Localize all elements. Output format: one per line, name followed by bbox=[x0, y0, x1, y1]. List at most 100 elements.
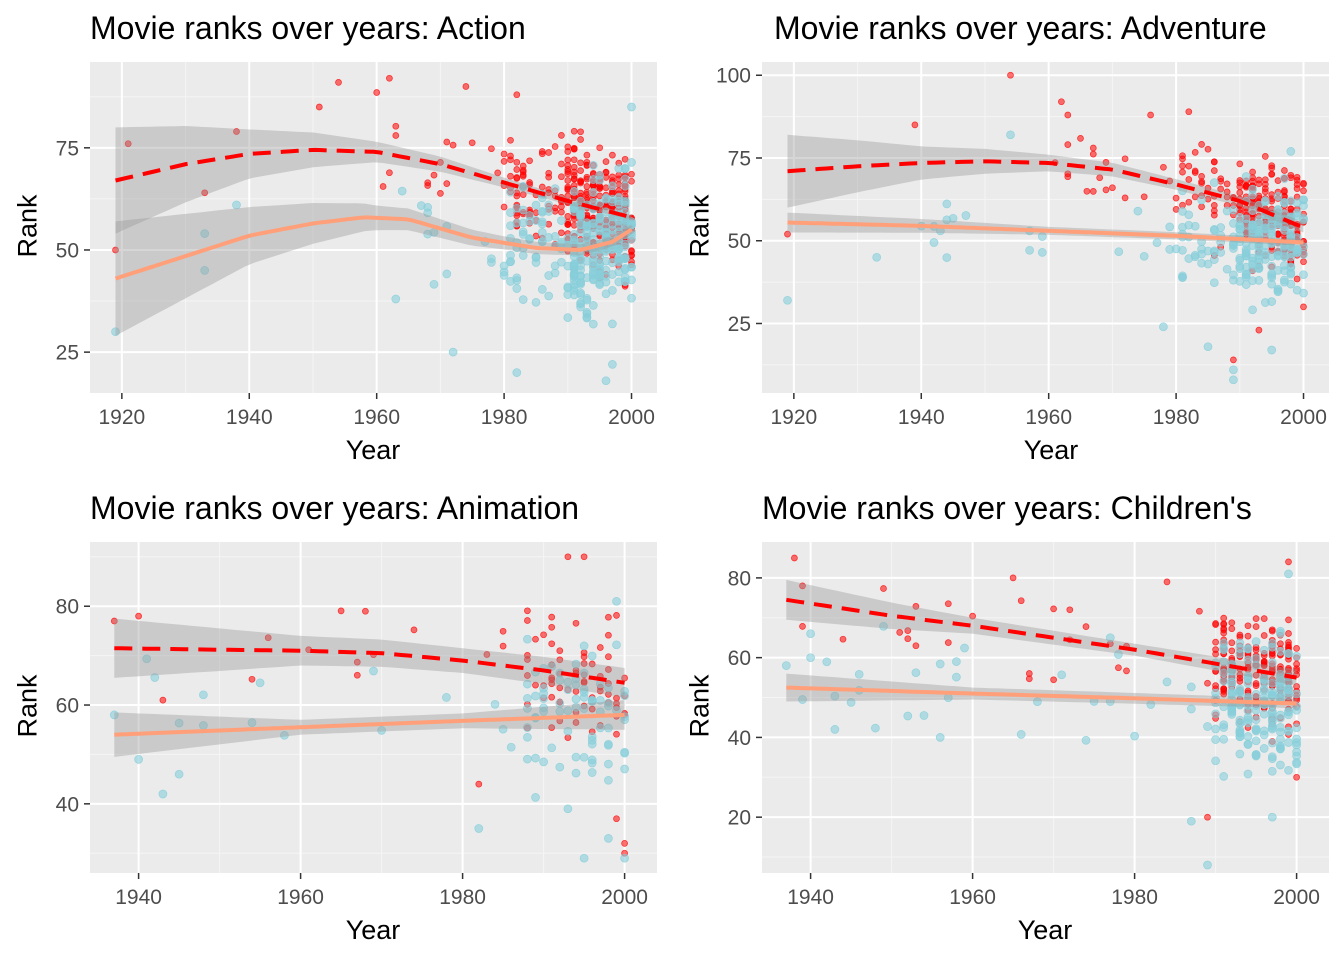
data-point bbox=[379, 183, 387, 190]
data-point bbox=[1204, 679, 1211, 687]
data-point bbox=[1267, 345, 1277, 355]
data-point bbox=[474, 824, 484, 833]
data-point bbox=[1244, 622, 1252, 630]
data-point bbox=[1267, 297, 1277, 306]
data-point bbox=[614, 164, 624, 173]
data-point bbox=[612, 596, 621, 606]
data-point bbox=[1236, 671, 1244, 679]
data-point bbox=[919, 711, 929, 720]
data-point bbox=[1196, 607, 1203, 615]
data-point bbox=[159, 696, 167, 704]
data-point bbox=[1249, 168, 1256, 176]
data-point bbox=[571, 680, 581, 690]
x-tick-label: 2000 bbox=[1280, 406, 1327, 429]
data-point bbox=[1236, 677, 1244, 685]
data-point bbox=[531, 253, 541, 262]
data-point bbox=[570, 156, 578, 164]
data-point bbox=[1198, 141, 1205, 148]
data-point bbox=[1229, 365, 1238, 375]
data-point bbox=[1197, 258, 1206, 268]
data-point bbox=[558, 173, 565, 181]
y-tick-label: 50 bbox=[728, 230, 751, 253]
data-point bbox=[608, 360, 617, 369]
data-point bbox=[1209, 255, 1219, 264]
data-point bbox=[627, 219, 636, 228]
data-point bbox=[1219, 668, 1229, 678]
data-point bbox=[410, 626, 418, 634]
data-point bbox=[537, 217, 547, 227]
data-point bbox=[555, 675, 565, 685]
data-point bbox=[564, 553, 572, 561]
data-point bbox=[442, 693, 451, 702]
panel-title: Movie ranks over years: Animation bbox=[90, 490, 580, 526]
data-point bbox=[1064, 170, 1072, 178]
data-point bbox=[1230, 356, 1237, 364]
data-point bbox=[545, 149, 553, 156]
data-point bbox=[608, 181, 617, 191]
data-point bbox=[587, 735, 597, 745]
data-point bbox=[1280, 174, 1289, 183]
data-point bbox=[519, 171, 527, 179]
data-point bbox=[448, 347, 458, 357]
panel-title: Movie ranks over years: Adventure bbox=[774, 10, 1267, 46]
data-point bbox=[531, 793, 540, 802]
data-point bbox=[1222, 264, 1232, 274]
data-point bbox=[1025, 675, 1033, 683]
data-point bbox=[1273, 287, 1283, 297]
data-point bbox=[1267, 812, 1277, 822]
data-point bbox=[628, 170, 635, 178]
data-point bbox=[443, 138, 451, 146]
data-point bbox=[1243, 740, 1253, 749]
data-point bbox=[200, 229, 210, 238]
data-point bbox=[595, 265, 605, 274]
data-point bbox=[377, 726, 386, 735]
data-point bbox=[233, 128, 240, 135]
data-point bbox=[280, 730, 289, 740]
data-point bbox=[569, 285, 579, 295]
data-point bbox=[572, 719, 580, 726]
data-point bbox=[1281, 187, 1288, 194]
data-point bbox=[621, 155, 629, 163]
data-point bbox=[1115, 664, 1122, 672]
data-point bbox=[1185, 108, 1193, 116]
data-point bbox=[499, 261, 509, 271]
data-point bbox=[563, 677, 573, 687]
data-point bbox=[513, 91, 521, 99]
data-point bbox=[587, 696, 597, 706]
data-point bbox=[555, 762, 565, 772]
data-point bbox=[628, 252, 635, 260]
data-point bbox=[538, 183, 546, 191]
data-point bbox=[1114, 650, 1123, 659]
data-point bbox=[588, 319, 598, 329]
y-tick-label: 100 bbox=[716, 65, 751, 88]
data-point bbox=[512, 203, 522, 213]
data-point bbox=[569, 261, 579, 271]
data-point bbox=[518, 251, 528, 260]
data-point bbox=[1260, 615, 1268, 622]
plot-area: 1940 1960 1980 2000 20 40 60 80 bbox=[728, 542, 1329, 909]
data-point bbox=[1293, 275, 1301, 283]
data-point bbox=[475, 780, 483, 788]
data-point bbox=[1286, 279, 1296, 289]
confidence-band-low bbox=[114, 700, 625, 757]
data-point bbox=[537, 237, 547, 246]
data-point bbox=[519, 162, 527, 170]
data-point bbox=[537, 285, 547, 294]
y-tick-label: 80 bbox=[728, 567, 751, 590]
data-point bbox=[1209, 278, 1219, 288]
data-point bbox=[1267, 738, 1277, 748]
data-point bbox=[1276, 722, 1285, 732]
data-point bbox=[1121, 194, 1129, 202]
data-point bbox=[1292, 208, 1302, 218]
data-point bbox=[1300, 258, 1307, 266]
data-point bbox=[613, 730, 620, 738]
data-point bbox=[1211, 709, 1220, 719]
data-point bbox=[576, 255, 585, 265]
data-point bbox=[896, 629, 904, 636]
data-point bbox=[935, 733, 945, 742]
data-point bbox=[595, 198, 605, 208]
data-point bbox=[1287, 205, 1295, 213]
data-point bbox=[1211, 735, 1220, 744]
data-point bbox=[1186, 816, 1196, 826]
data-point bbox=[1251, 725, 1261, 735]
